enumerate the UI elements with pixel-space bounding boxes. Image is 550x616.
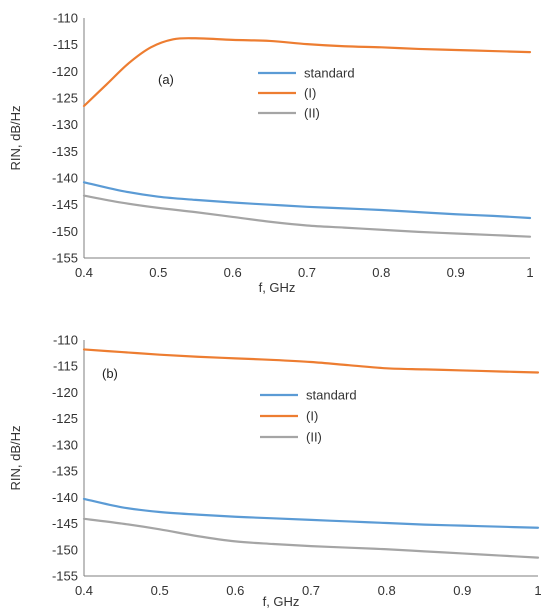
y-axis-title: RIN, dB/Hz: [8, 425, 23, 490]
y-tick-label: -155: [52, 569, 78, 584]
y-tick-label: -130: [52, 117, 78, 132]
legend-label: (I): [306, 409, 318, 424]
x-tick-label: 0.7: [302, 583, 320, 598]
x-axis-title: f, GHz: [259, 280, 296, 295]
y-tick-label: -130: [52, 437, 78, 452]
x-tick-label: 1: [534, 583, 541, 598]
x-tick-label: 0.9: [447, 265, 465, 280]
series-line-3: [82, 194, 532, 238]
legend-label: standard: [304, 66, 355, 81]
legend-label: standard: [306, 388, 357, 403]
y-tick-label: -115: [53, 37, 78, 52]
x-tick-label: 0.5: [151, 583, 169, 598]
series-line-1: [82, 181, 532, 220]
series-line-2: [82, 348, 540, 374]
y-axis-title: RIN, dB/Hz: [8, 105, 23, 170]
y-tick-label: -135: [52, 464, 78, 479]
x-tick-label: 0.8: [378, 583, 396, 598]
x-tick-label: 1: [526, 265, 533, 280]
x-tick-label: 0.7: [298, 265, 316, 280]
panel-label: (a): [158, 72, 174, 87]
y-tick-label: -140: [52, 171, 78, 186]
series-line-1: [82, 497, 540, 529]
x-tick-label: 0.5: [149, 265, 167, 280]
x-tick-label: 0.8: [372, 265, 390, 280]
legend-label: (II): [304, 106, 320, 121]
y-tick-label: -110: [53, 333, 78, 348]
y-tick-label: -150: [52, 224, 78, 239]
y-tick-label: -140: [52, 490, 78, 505]
y-tick-label: -120: [52, 385, 78, 400]
x-tick-label: 0.6: [226, 583, 244, 598]
chart-panel-2: -110 -115 -120 -125 -130 -135 -140 -145 -150 -155…: [8, 333, 542, 610]
series-line-3: [82, 517, 540, 559]
series-line-2: [82, 37, 532, 108]
y-tick-label: -125: [52, 91, 78, 106]
y-tick-label: -150: [52, 542, 78, 557]
y-tick-label: -145: [52, 516, 78, 531]
x-axis-title: f, GHz: [263, 594, 300, 609]
x-tick-label: 0.6: [224, 265, 242, 280]
x-tick-label: 0.9: [453, 583, 471, 598]
y-tick-label: -115: [53, 359, 78, 374]
legend-label: (I): [304, 86, 316, 101]
y-tick-label: -110: [53, 11, 78, 26]
y-tick-label: -125: [52, 411, 78, 426]
y-tick-label: -145: [52, 197, 78, 212]
x-tick-label: 0.4: [75, 583, 93, 598]
y-tick-label: -135: [52, 144, 78, 159]
legend-label: (II): [306, 430, 322, 445]
y-tick-label: -155: [52, 251, 78, 266]
panel-label: (b): [102, 366, 118, 381]
x-tick-label: 0.4: [75, 265, 93, 280]
chart-panel-1: -110 -115 -120 -125 -130 -135 -140 -145 -150 -155…: [8, 11, 534, 296]
y-tick-label: -120: [52, 64, 78, 79]
